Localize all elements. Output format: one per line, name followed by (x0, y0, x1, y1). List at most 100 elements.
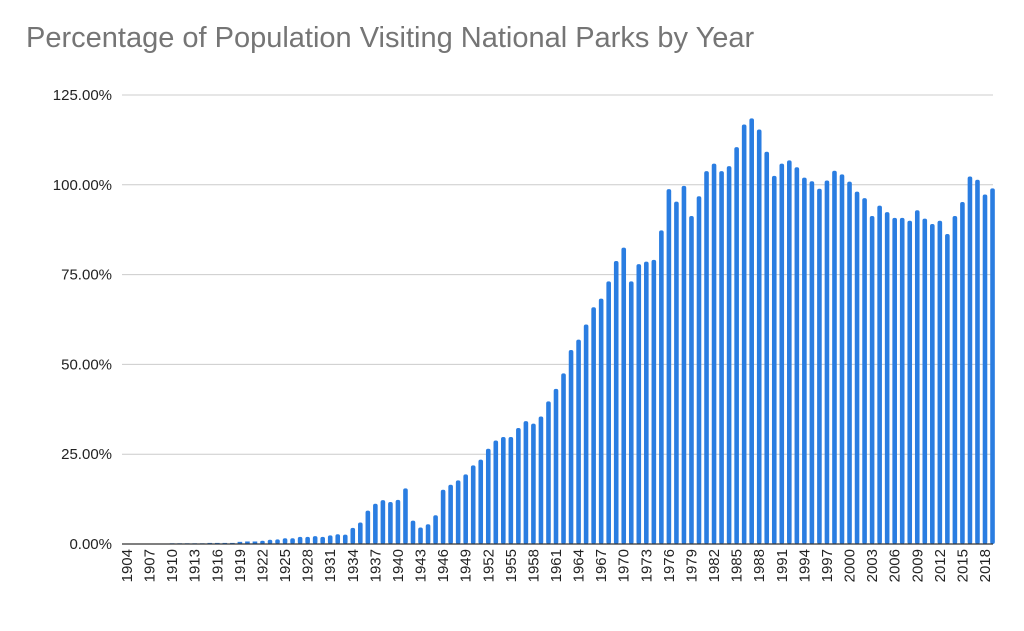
x-tick-label: 1955 (503, 549, 520, 582)
bar-1979 (689, 216, 694, 544)
bar-1953 (493, 440, 499, 544)
bar-1956 (516, 427, 521, 544)
bar-1939 (388, 501, 393, 544)
y-tick-label: 25.00% (61, 446, 112, 463)
bar-1964 (576, 339, 581, 544)
x-tick-label: 1979 (683, 549, 700, 582)
bar-1971 (628, 281, 634, 544)
x-tick-label: 1973 (638, 549, 655, 582)
bar-1919 (237, 541, 243, 544)
bar-1937 (373, 503, 378, 544)
bar-2008 (907, 220, 913, 544)
bar-2018 (982, 194, 988, 544)
bar-1936 (365, 510, 371, 544)
bar-1969 (613, 260, 619, 544)
bar-1935 (358, 522, 363, 544)
bar-2006 (892, 217, 897, 544)
bar-1987 (749, 118, 754, 545)
bar-1959 (538, 416, 544, 544)
x-tick-label: 2012 (932, 549, 949, 582)
bar-1949 (463, 474, 468, 544)
bar-1951 (478, 459, 484, 544)
bar-1930 (320, 536, 325, 544)
bar-1985 (734, 147, 739, 545)
x-tick-label: 1985 (729, 549, 746, 582)
bar-1974 (651, 259, 657, 544)
bar-1963 (568, 350, 574, 544)
bar-1943 (418, 527, 423, 544)
x-tick-label: 1943 (413, 549, 430, 582)
bar-1958 (531, 423, 536, 544)
bar-1931 (327, 535, 333, 544)
x-tick-label: 1922 (254, 549, 271, 582)
bar-1957 (523, 421, 529, 544)
x-tick-label: 1976 (661, 549, 678, 582)
bar-2001 (854, 191, 860, 544)
bar-2004 (877, 205, 882, 544)
x-tick-label: 2003 (864, 549, 881, 582)
bars (124, 118, 995, 545)
x-tick-label: 1937 (367, 549, 384, 582)
x-axis-tick-labels: 1904 1907 1910 1913 1916 1919 1922 1925 1928 1931… (119, 549, 994, 582)
bar-2013 (945, 234, 950, 544)
bar-1938 (380, 500, 386, 544)
x-tick-label: 1940 (390, 549, 407, 582)
bar-1988 (756, 129, 762, 544)
x-tick-label: 1982 (706, 549, 723, 582)
bar-1993 (794, 167, 800, 544)
bar-1948 (455, 480, 461, 544)
bar-1955 (508, 436, 514, 544)
x-tick-label: 1970 (616, 549, 633, 582)
bar-1962 (561, 373, 566, 544)
bar-1922 (260, 540, 265, 544)
bar-1994 (802, 177, 807, 544)
y-tick-label: 125.00% (53, 87, 112, 104)
x-tick-label: 1946 (435, 549, 452, 582)
bar-1924 (275, 539, 280, 544)
x-tick-label: 1913 (187, 549, 204, 582)
x-tick-label: 1919 (232, 549, 249, 582)
bar-1996 (817, 188, 822, 544)
x-tick-label: 1925 (277, 549, 294, 582)
bar-1942 (410, 520, 416, 544)
bar-1989 (764, 151, 770, 544)
bar-1947 (448, 484, 453, 544)
bar-1984 (726, 166, 732, 545)
x-tick-label: 1934 (345, 549, 362, 582)
bar-2011 (930, 223, 935, 544)
x-tick-label: 2018 (977, 549, 994, 582)
bar-1997 (824, 180, 830, 544)
bar-2014 (952, 216, 958, 544)
bar-1999 (839, 174, 845, 545)
x-tick-label: 1916 (209, 549, 226, 582)
x-tick-label: 1910 (164, 549, 181, 582)
x-tick-label: 2006 (887, 549, 904, 582)
bar-1972 (636, 264, 642, 544)
bar-1960 (546, 401, 551, 544)
y-tick-label: 75.00% (61, 267, 112, 284)
bar-1998 (832, 170, 837, 544)
x-tick-label: 1988 (751, 549, 768, 582)
x-tick-label: 1967 (593, 549, 610, 582)
bar-1950 (470, 465, 476, 544)
bar-1965 (583, 324, 589, 544)
bar-1977 (674, 201, 679, 544)
bar-1982 (711, 163, 717, 545)
bar-1952 (485, 448, 491, 544)
x-tick-label: 1964 (571, 549, 588, 582)
bar-1983 (719, 171, 724, 545)
bar-1961 (553, 388, 559, 544)
bar-1945 (433, 515, 438, 544)
y-axis-tick-labels: 0.00% 25.00% 50.00% 75.00% 100.00% 125.00% (53, 87, 112, 553)
bar-1976 (666, 189, 672, 544)
bar-1966 (591, 307, 596, 544)
bar-2003 (869, 216, 875, 544)
bar-1934 (350, 527, 356, 544)
bar-1968 (606, 281, 611, 544)
bar-1928 (305, 536, 310, 544)
bar-1941 (403, 488, 408, 544)
x-tick-label: 1952 (480, 549, 497, 582)
bar-1992 (787, 160, 792, 545)
bar-1940 (395, 499, 401, 544)
